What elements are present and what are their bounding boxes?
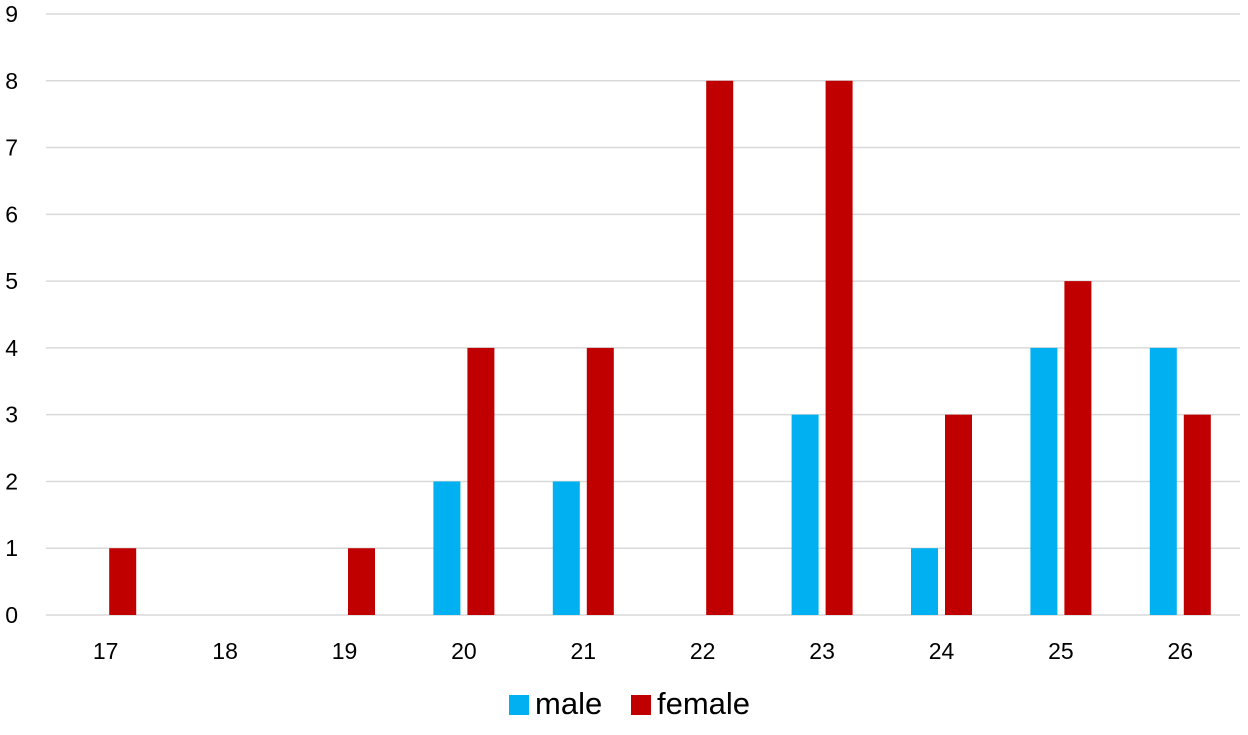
y-tick-label: 5 [5,268,18,294]
bar-female-23 [825,80,853,616]
gridlines [46,13,1240,616]
y-tick-label: 7 [5,135,18,161]
x-tick-label: 18 [212,638,238,664]
bar-female-21 [586,347,614,615]
x-tick-label: 21 [571,638,597,664]
bar-female-22 [706,80,734,616]
x-tick-label: 24 [929,638,955,664]
legend-label-female: female [657,686,750,721]
bar-male-23 [791,414,819,615]
x-tick-label: 17 [93,638,119,664]
legend-label-male: male [535,686,602,721]
bar-male-24 [911,548,938,615]
bar-female-17 [109,548,137,615]
bar-male-25 [1030,347,1058,615]
x-tick-label: 19 [332,638,358,664]
y-tick-label: 9 [5,1,18,27]
bar-female-24 [945,414,972,615]
bar-female-26 [1183,414,1211,615]
legend-swatch-female [631,695,651,715]
y-tick-label: 2 [5,468,18,494]
y-tick-label: 6 [5,201,18,227]
x-axis-ticks: 17 18 19 20 21 22 23 24 25 26 [93,638,1193,664]
bar-male-21 [552,481,580,615]
y-tick-label: 3 [5,402,18,428]
x-tick-label: 22 [690,638,716,664]
bar-male-20 [433,481,461,615]
bar-female-25 [1064,281,1092,615]
x-tick-label: 26 [1168,638,1194,664]
x-tick-label: 25 [1048,638,1074,664]
y-tick-label: 0 [5,602,18,628]
y-axis-ticks: 0 1 2 3 4 5 6 7 8 9 [5,1,18,628]
bars [109,80,1211,616]
y-tick-label: 4 [5,335,18,361]
bar-male-26 [1149,347,1177,615]
x-tick-label: 23 [809,638,835,664]
y-tick-label: 1 [5,535,18,561]
bar-female-20 [467,347,495,615]
y-tick-label: 8 [5,68,18,94]
bar-female-19 [348,548,375,615]
legend: male female [509,686,750,721]
x-tick-label: 20 [451,638,477,664]
legend-swatch-male [509,695,529,715]
